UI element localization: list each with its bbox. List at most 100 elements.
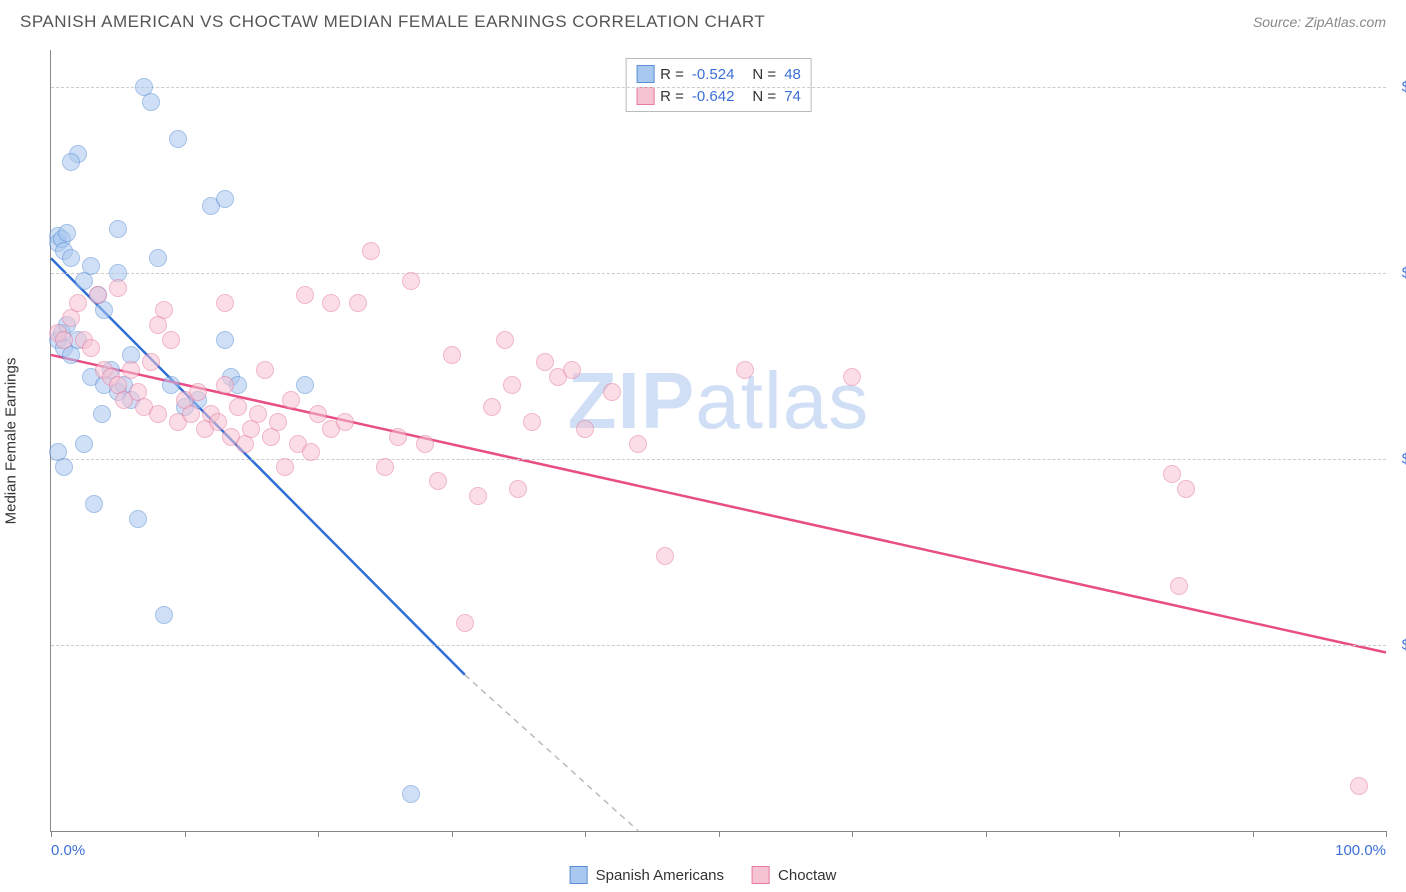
data-point	[302, 443, 320, 461]
data-point	[563, 361, 581, 379]
legend-swatch	[636, 65, 654, 83]
legend-swatch	[752, 866, 770, 884]
x-tick	[1386, 831, 1387, 837]
data-point	[162, 331, 180, 349]
gridline	[51, 87, 1386, 88]
data-point	[189, 383, 207, 401]
data-point	[282, 391, 300, 409]
data-point	[142, 353, 160, 371]
watermark: ZIPatlas	[568, 355, 869, 447]
data-point	[336, 413, 354, 431]
x-tick	[51, 831, 52, 837]
y-tick-label: $12,500	[1391, 637, 1406, 654]
y-tick-label: $37,500	[1391, 265, 1406, 282]
data-point	[296, 376, 314, 394]
data-point	[416, 435, 434, 453]
correlation-legend: R =-0.524N =48R =-0.642N =74	[625, 58, 812, 112]
data-point	[402, 785, 420, 803]
data-point	[55, 331, 73, 349]
data-point	[503, 376, 521, 394]
data-point	[629, 435, 647, 453]
data-point	[249, 405, 267, 423]
data-point	[182, 405, 200, 423]
y-tick-label: $50,000	[1391, 79, 1406, 96]
x-axis-min-label: 0.0%	[51, 842, 85, 859]
data-point	[89, 286, 107, 304]
x-tick	[318, 831, 319, 837]
y-axis-title: Median Female Earnings	[3, 357, 20, 524]
x-tick	[1119, 831, 1120, 837]
gridline	[51, 459, 1386, 460]
data-point	[736, 361, 754, 379]
data-point	[536, 353, 554, 371]
data-point	[216, 190, 234, 208]
x-tick	[1253, 831, 1254, 837]
data-point	[269, 413, 287, 431]
data-point	[62, 249, 80, 267]
legend-r-value: -0.642	[692, 88, 735, 105]
data-point	[69, 294, 87, 312]
data-point	[155, 606, 173, 624]
legend-series-item: Choctaw	[752, 866, 836, 884]
data-point	[216, 331, 234, 349]
data-point	[209, 413, 227, 431]
data-point	[256, 361, 274, 379]
data-point	[58, 224, 76, 242]
data-point	[129, 510, 147, 528]
data-point	[149, 405, 167, 423]
data-point	[85, 495, 103, 513]
data-point	[296, 286, 314, 304]
series-legend: Spanish Americans Choctaw	[570, 866, 837, 884]
legend-stat-row: R =-0.642N =74	[636, 85, 801, 107]
data-point	[93, 405, 111, 423]
data-point	[75, 435, 93, 453]
data-point	[229, 398, 247, 416]
source-label: Source: ZipAtlas.com	[1253, 14, 1386, 30]
data-point	[456, 614, 474, 632]
trend-line-extension	[465, 675, 639, 831]
gridline	[51, 645, 1386, 646]
legend-n-value: 74	[784, 88, 801, 105]
data-point	[62, 153, 80, 171]
x-tick	[852, 831, 853, 837]
data-point	[496, 331, 514, 349]
scatter-chart: ZIPatlas Median Female Earnings 0.0% 100…	[50, 50, 1386, 832]
x-tick	[986, 831, 987, 837]
chart-title: SPANISH AMERICAN VS CHOCTAW MEDIAN FEMAL…	[20, 12, 765, 32]
legend-r-label: R =	[660, 88, 684, 105]
trend-line	[51, 258, 465, 675]
data-point	[169, 130, 187, 148]
data-point	[1177, 480, 1195, 498]
data-point	[109, 220, 127, 238]
data-point	[656, 547, 674, 565]
legend-r-label: R =	[660, 66, 684, 83]
x-tick	[185, 831, 186, 837]
data-point	[82, 339, 100, 357]
data-point	[109, 279, 127, 297]
x-tick	[585, 831, 586, 837]
data-point	[349, 294, 367, 312]
data-point	[1163, 465, 1181, 483]
x-tick	[452, 831, 453, 837]
data-point	[322, 294, 340, 312]
data-point	[429, 472, 447, 490]
data-point	[216, 376, 234, 394]
data-point	[576, 420, 594, 438]
x-tick	[719, 831, 720, 837]
data-point	[603, 383, 621, 401]
legend-series-label: Choctaw	[778, 867, 836, 884]
data-point	[149, 249, 167, 267]
legend-series-label: Spanish Americans	[596, 867, 724, 884]
data-point	[1350, 777, 1368, 795]
data-point	[162, 376, 180, 394]
data-point	[843, 368, 861, 386]
legend-stat-row: R =-0.524N =48	[636, 63, 801, 85]
legend-series-item: Spanish Americans	[570, 866, 724, 884]
data-point	[376, 458, 394, 476]
data-point	[469, 487, 487, 505]
data-point	[142, 93, 160, 111]
data-point	[276, 458, 294, 476]
x-axis-max-label: 100.0%	[1335, 842, 1386, 859]
legend-swatch	[570, 866, 588, 884]
data-point	[402, 272, 420, 290]
